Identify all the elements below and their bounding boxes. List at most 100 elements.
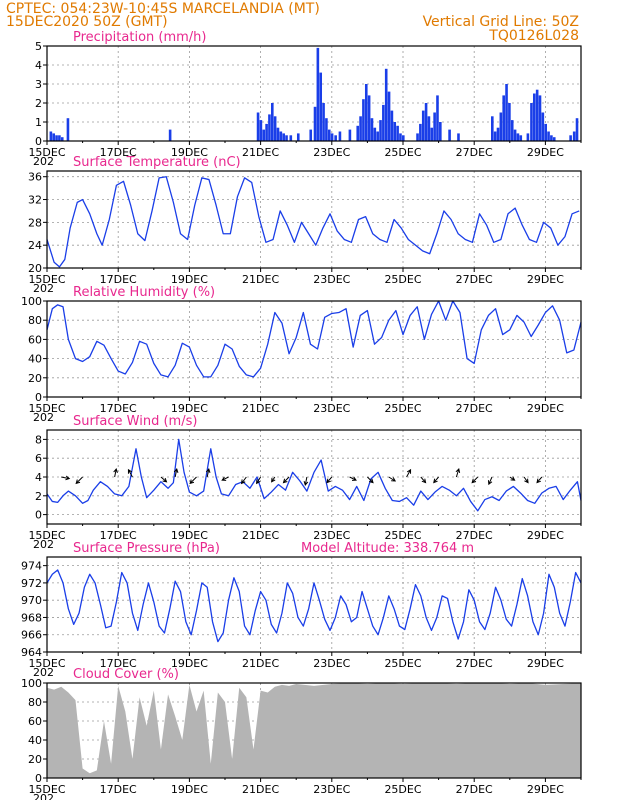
precip-bar [296, 133, 300, 141]
y-tick-label: 974 [21, 560, 42, 573]
precip-bar [359, 116, 362, 141]
x-tick-label: 21DEC [242, 402, 279, 415]
precip-bar [364, 84, 368, 141]
precip-bar [419, 123, 422, 141]
y-tick-label: 0 [35, 391, 42, 404]
x-tick-label: 21DEC [242, 657, 279, 670]
precip-bar [424, 103, 428, 141]
x-tick-label: 27DEC [456, 529, 493, 542]
precip-bar [376, 131, 379, 141]
panel-frame [46, 429, 582, 525]
precip-bar [544, 123, 547, 141]
precip-bar [547, 131, 550, 141]
precip-bar [322, 103, 325, 141]
panel-6: Cloud Cover (%) 0 20 40 60 80 100 15DEC 17DEC 19D… [21, 667, 582, 800]
precip-bar [510, 120, 514, 141]
x-tick-label: 23DEC [313, 273, 350, 286]
panel-2: Surface Temperature (nC) 20 24 28 32 36 15DEC 1… [28, 155, 582, 295]
x-tick-label: 15DEC [28, 402, 65, 415]
y-tick-label: 28 [28, 216, 42, 229]
precip-bar [433, 112, 436, 141]
x-tick-label: 29DEC [527, 273, 564, 286]
x-tick-label: 19DEC [171, 783, 208, 796]
y-tick-label: 4 [35, 59, 42, 72]
x-year-label: 202 [33, 282, 54, 295]
precip-bar [550, 135, 553, 141]
y-tick-label: 964 [21, 646, 42, 659]
wind-arrow [240, 476, 247, 485]
wind-arrow [113, 467, 118, 478]
precip-bar [66, 118, 70, 141]
precip-bar [265, 123, 268, 141]
precip-bar [530, 103, 533, 141]
x-year-label: 202 [33, 538, 54, 551]
x-tick-label: 17DEC [100, 146, 137, 159]
precip-bar [430, 127, 434, 141]
panel-title: Precipitation (mm/h) [73, 30, 206, 45]
header-date: 15DEC2020 50Z (GMT) [6, 14, 168, 30]
x-tick-label: 27DEC [456, 146, 493, 159]
precip-bar [313, 106, 317, 141]
precip-bar [379, 120, 382, 141]
precip-bar [330, 133, 334, 141]
x-tick-label: 17DEC [100, 529, 137, 542]
y-tick-label: 5 [35, 40, 42, 53]
x-year-label: 202 [33, 792, 54, 800]
panel-frame [46, 300, 582, 398]
x-tick-label: 25DEC [384, 657, 421, 670]
precip-bar [387, 91, 391, 141]
panel-frame [46, 170, 582, 269]
precip-bar [262, 129, 266, 141]
precip-bar [502, 95, 505, 141]
wind-arrow [326, 476, 333, 484]
precip-bar [382, 104, 385, 141]
precip-bar [276, 127, 280, 141]
series-line [46, 438, 582, 512]
precip-bar [491, 116, 494, 141]
wind-arrow [471, 476, 479, 484]
precip-bar [370, 118, 374, 141]
y-tick-label: 2 [35, 490, 42, 503]
x-tick-label: 17DEC [100, 783, 137, 796]
precip-bar [499, 112, 503, 141]
y-tick-label: 36 [28, 171, 42, 184]
wind-arrow [388, 476, 397, 482]
x-tick-label: 29DEC [527, 146, 564, 159]
y-tick-label: 966 [21, 629, 42, 642]
y-tick-label: 970 [21, 594, 42, 607]
x-tick-label: 29DEC [527, 529, 564, 542]
y-tick-label: 80 [28, 314, 42, 327]
x-tick-label: 15DEC [28, 657, 65, 670]
wind-arrow [160, 476, 168, 483]
x-tick-label: 21DEC [242, 529, 279, 542]
y-tick-label: 40 [28, 353, 42, 366]
x-tick-label: 21DEC [242, 146, 279, 159]
x-tick-label: 23DEC [313, 146, 350, 159]
x-tick-label: 15DEC [28, 146, 65, 159]
wind-arrow [433, 476, 439, 484]
wind-arrow [271, 476, 276, 483]
precip-bar [436, 95, 439, 141]
precip-bar [348, 129, 352, 141]
y-tick-label: 1 [35, 116, 42, 129]
wind-arrow [367, 476, 374, 484]
y-tick-label: 6 [35, 452, 42, 465]
precip-bar [439, 122, 442, 141]
precip-bar [526, 133, 530, 141]
y-tick-label: 100 [21, 295, 42, 308]
panel-title: Surface Wind (m/s) [73, 414, 197, 429]
wind-arrow [455, 468, 461, 478]
precip-bar [533, 93, 536, 141]
x-tick-label: 27DEC [456, 402, 493, 415]
wind-arrow [221, 476, 229, 481]
wind-arrow [256, 476, 262, 485]
y-tick-label: 40 [28, 734, 42, 747]
x-tick-label: 19DEC [171, 146, 208, 159]
y-tick-label: 60 [28, 333, 42, 346]
precip-bar [538, 95, 542, 141]
precip-bar [399, 133, 402, 141]
y-tick-label: 100 [21, 677, 42, 690]
precip-bar [309, 129, 313, 141]
precip-bar [393, 122, 397, 141]
